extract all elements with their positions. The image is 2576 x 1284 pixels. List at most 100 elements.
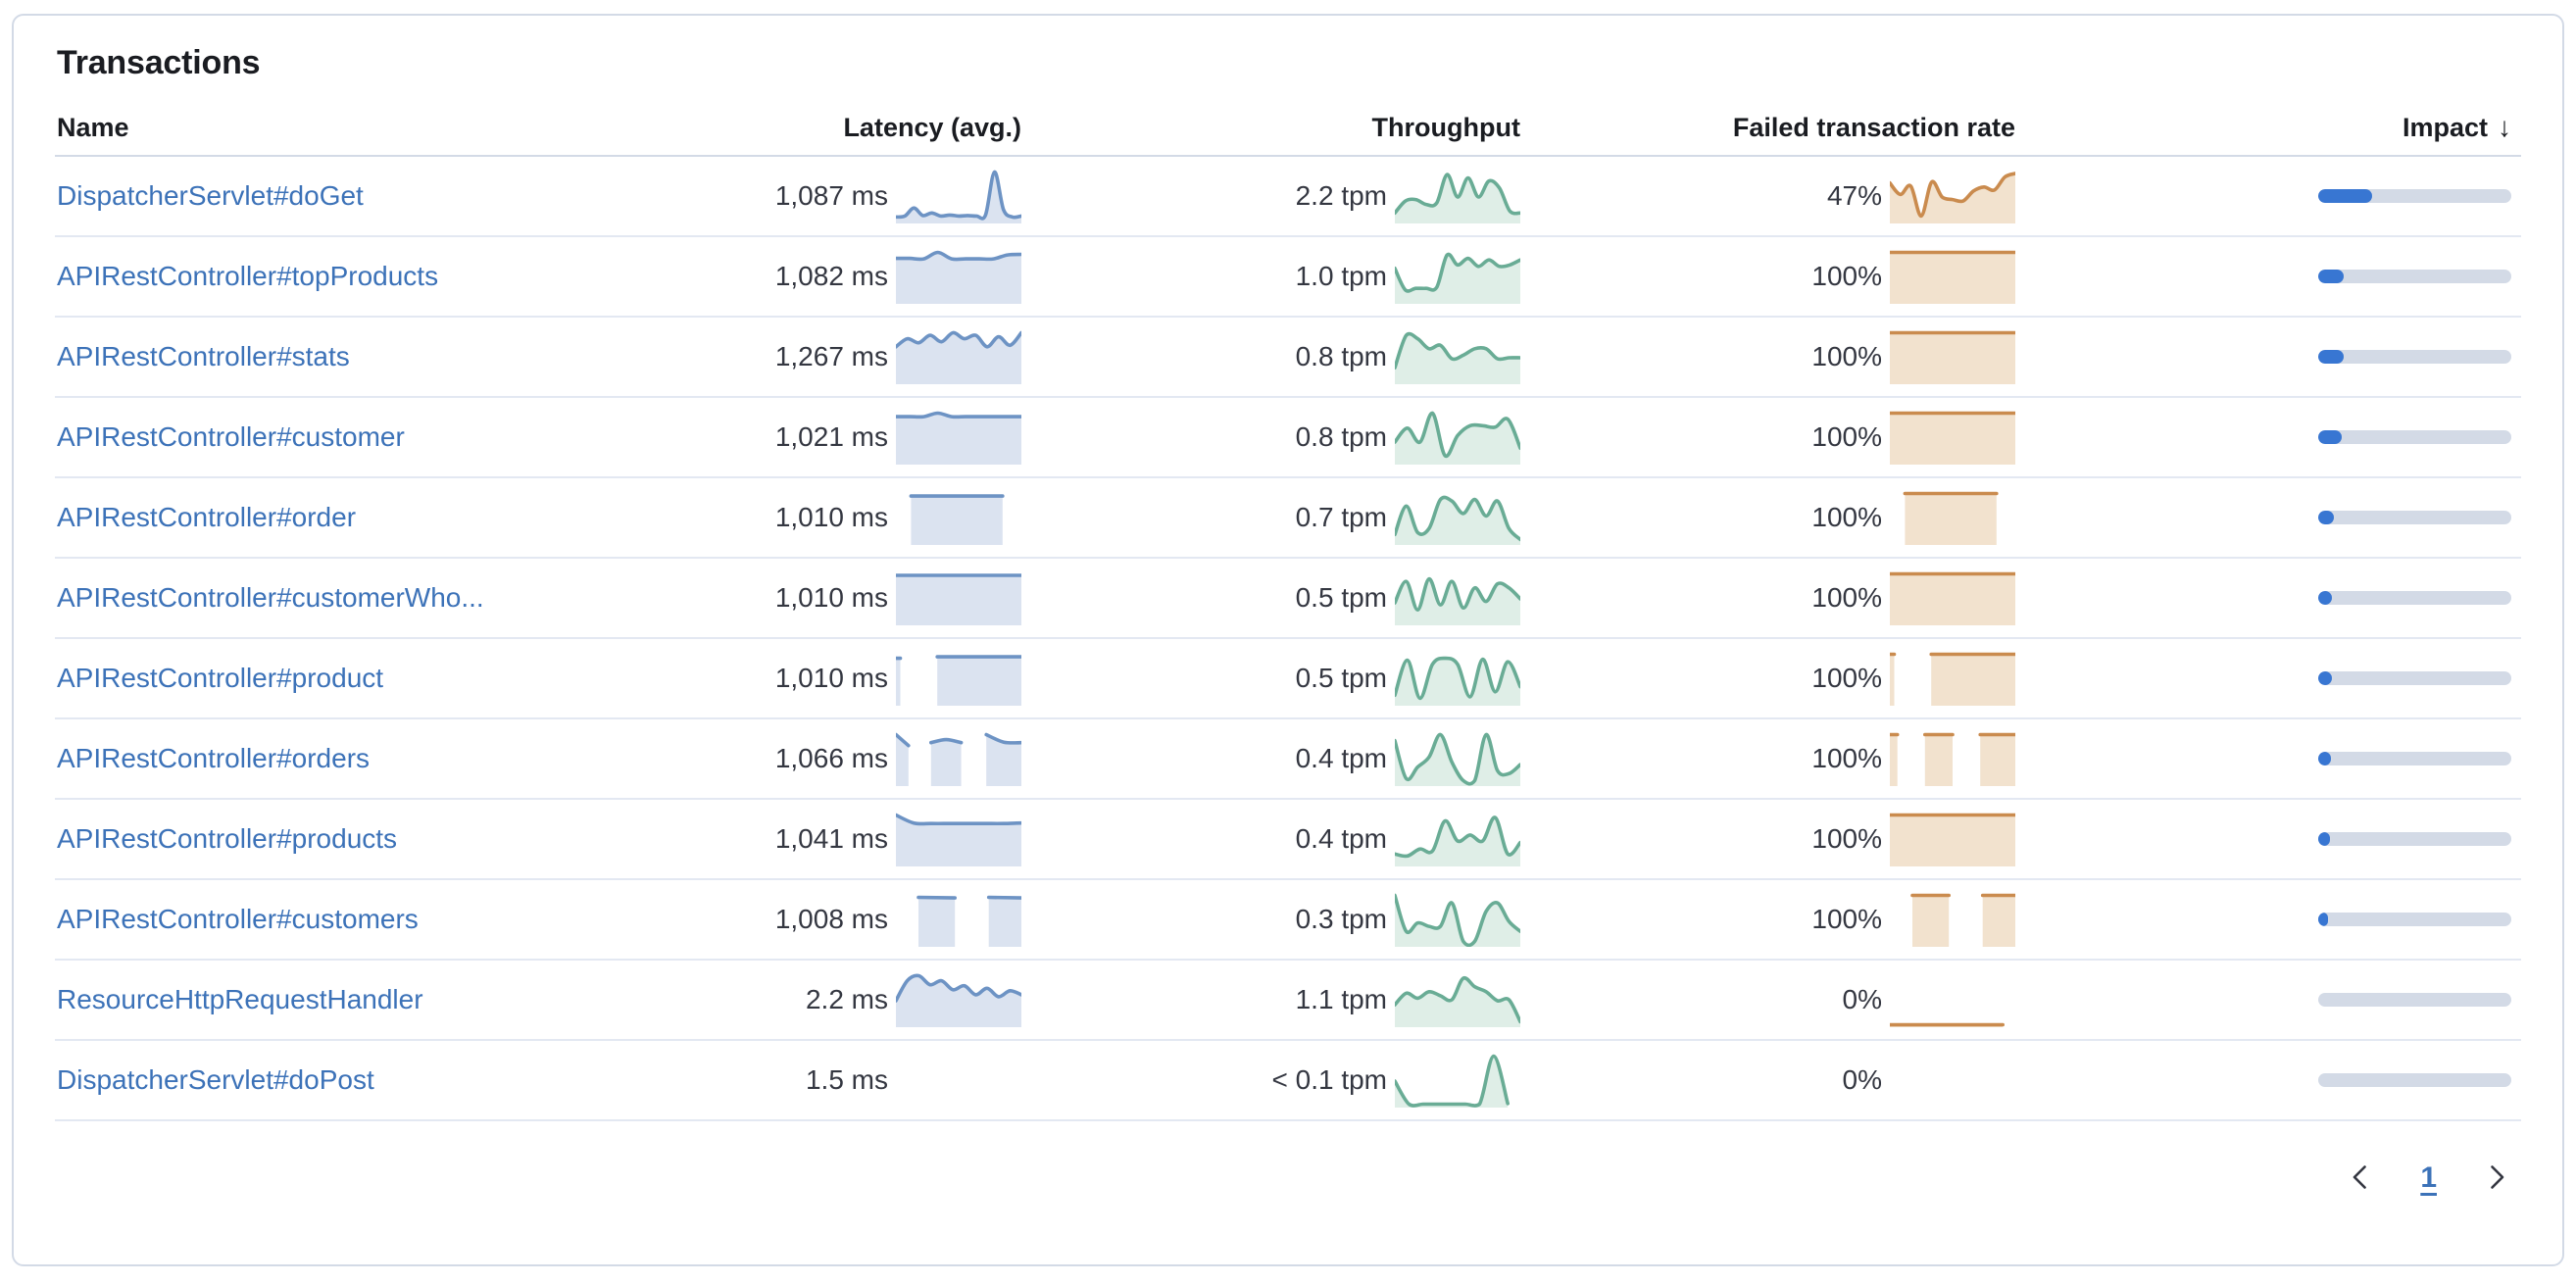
impact-bar [2318, 430, 2511, 444]
table-row: DispatcherServlet#doPost 1.5 ms < 0.1 tpm 0… [55, 1041, 2521, 1121]
throughput-value: 0.8 tpm [1295, 421, 1387, 452]
page-title: Transactions [57, 44, 261, 81]
chevron-right-icon [2482, 1163, 2509, 1194]
impact-cell [2015, 752, 2521, 765]
latency-value: 1,041 ms [774, 823, 888, 854]
throughput-sparkline [1387, 892, 1520, 947]
latency-value: 1.5 ms [805, 1064, 888, 1095]
impact-cell [2015, 832, 2521, 846]
failed-rate-sparkline [1882, 892, 2015, 947]
impact-bar [2318, 270, 2511, 283]
failed-rate-sparkline [1882, 1053, 2015, 1108]
table-row: APIRestController#stats 1,267 ms 0.8 tpm 10… [55, 318, 2521, 398]
failed-rate-sparkline [1882, 329, 2015, 384]
impact-bar [2318, 752, 2511, 765]
transaction-name-link[interactable]: APIRestController#order [57, 502, 357, 532]
failed-rate-value: 100% [1811, 904, 1882, 934]
throughput-value: 0.3 tpm [1295, 904, 1387, 934]
failed-rate-sparkline [1882, 731, 2015, 786]
impact-bar [2318, 189, 2511, 203]
throughput-value: 2.2 tpm [1295, 180, 1387, 211]
transaction-name-link[interactable]: APIRestController#customerWho... [57, 582, 484, 613]
latency-value: 1,010 ms [774, 502, 888, 532]
throughput-value: 0.8 tpm [1295, 341, 1387, 371]
failed-rate-value: 0% [1842, 1064, 1882, 1095]
latency-sparkline [888, 972, 1021, 1027]
table-body: DispatcherServlet#doGet 1,087 ms 2.2 tpm 47… [55, 157, 2521, 1121]
throughput-value: 0.7 tpm [1295, 502, 1387, 532]
table-row: APIRestController#product 1,010 ms 0.5 tpm… [55, 639, 2521, 719]
transaction-name-link[interactable]: APIRestController#customers [57, 904, 419, 934]
throughput-sparkline [1387, 651, 1520, 706]
latency-value: 1,010 ms [774, 582, 888, 613]
failed-rate-sparkline [1882, 490, 2015, 545]
table-row: DispatcherServlet#doGet 1,087 ms 2.2 tpm 47… [55, 157, 2521, 237]
transaction-name-link[interactable]: APIRestController#topProducts [57, 261, 439, 291]
failed-rate-value: 100% [1811, 663, 1882, 693]
chevron-left-icon [2348, 1163, 2375, 1194]
latency-sparkline [888, 812, 1021, 866]
transaction-name-link[interactable]: DispatcherServlet#doGet [57, 180, 364, 211]
column-header-name[interactable]: Name [57, 112, 129, 142]
transactions-panel: Transactions Name Latency (avg.) Through… [12, 14, 2564, 1266]
failed-rate-value: 0% [1842, 984, 1882, 1014]
transaction-name-link[interactable]: APIRestController#products [57, 823, 398, 854]
table-row: APIRestController#products 1,041 ms 0.4 tp… [55, 800, 2521, 880]
failed-rate-sparkline [1882, 570, 2015, 625]
throughput-value: 0.4 tpm [1295, 743, 1387, 773]
throughput-sparkline [1387, 410, 1520, 465]
previous-page-button[interactable] [2342, 1158, 2381, 1200]
latency-value: 1,021 ms [774, 421, 888, 452]
sort-desc-arrow-icon: ↓ [2498, 112, 2511, 142]
page-1-button[interactable]: 1 [2414, 1161, 2443, 1196]
impact-bar [2318, 993, 2511, 1007]
throughput-value: < 0.1 tpm [1271, 1064, 1387, 1095]
failed-rate-value: 47% [1826, 180, 1882, 211]
table-row: ResourceHttpRequestHandler 2.2 ms 1.1 tpm 0… [55, 961, 2521, 1041]
impact-bar [2318, 591, 2511, 605]
latency-value: 1,082 ms [774, 261, 888, 291]
transaction-name-link[interactable]: APIRestController#orders [57, 743, 371, 773]
throughput-sparkline [1387, 731, 1520, 786]
table-row: APIRestController#topProducts 1,082 ms 1.0… [55, 237, 2521, 318]
transaction-name-link[interactable]: DispatcherServlet#doPost [57, 1064, 374, 1095]
throughput-sparkline [1387, 1053, 1520, 1108]
impact-bar [2318, 350, 2511, 364]
failed-rate-sparkline [1882, 651, 2015, 706]
latency-sparkline [888, 892, 1021, 947]
table-row: APIRestController#orders 1,066 ms 0.4 tpm 1… [55, 719, 2521, 800]
table-row: APIRestController#customers 1,008 ms 0.3 t… [55, 880, 2521, 961]
impact-cell [2015, 270, 2521, 283]
failed-rate-value: 100% [1811, 582, 1882, 613]
transaction-name-link[interactable]: APIRestController#stats [57, 341, 350, 371]
latency-sparkline [888, 651, 1021, 706]
throughput-sparkline [1387, 329, 1520, 384]
throughput-value: 0.4 tpm [1295, 823, 1387, 854]
transaction-name-link[interactable]: APIRestController#customer [57, 421, 405, 452]
impact-cell [2015, 993, 2521, 1007]
transaction-name-link[interactable]: ResourceHttpRequestHandler [57, 984, 423, 1014]
throughput-sparkline [1387, 972, 1520, 1027]
column-header-latency[interactable]: Latency (avg.) [843, 112, 1021, 142]
latency-value: 1,267 ms [774, 341, 888, 371]
column-header-throughput[interactable]: Throughput [1371, 112, 1520, 142]
impact-cell [2015, 350, 2521, 364]
column-header-failed-rate[interactable]: Failed transaction rate [1732, 112, 2015, 142]
latency-sparkline [888, 329, 1021, 384]
failed-rate-sparkline [1882, 249, 2015, 304]
transactions-table: Name Latency (avg.) Throughput Failed tr… [55, 100, 2521, 1121]
transaction-name-link[interactable]: APIRestController#product [57, 663, 384, 693]
latency-sparkline [888, 249, 1021, 304]
throughput-value: 0.5 tpm [1295, 663, 1387, 693]
table-row: APIRestController#order 1,010 ms 0.7 tpm 10… [55, 478, 2521, 559]
column-header-impact-label: Impact [2402, 112, 2488, 142]
column-header-impact[interactable]: Impact ↓ [2015, 112, 2521, 143]
impact-cell [2015, 1073, 2521, 1087]
throughput-sparkline [1387, 169, 1520, 223]
failed-rate-value: 100% [1811, 421, 1882, 452]
latency-value: 1,066 ms [774, 743, 888, 773]
pagination: 1 [14, 1151, 2515, 1206]
next-page-button[interactable] [2476, 1158, 2515, 1200]
throughput-sparkline [1387, 570, 1520, 625]
table-header-row: Name Latency (avg.) Throughput Failed tr… [55, 100, 2521, 157]
